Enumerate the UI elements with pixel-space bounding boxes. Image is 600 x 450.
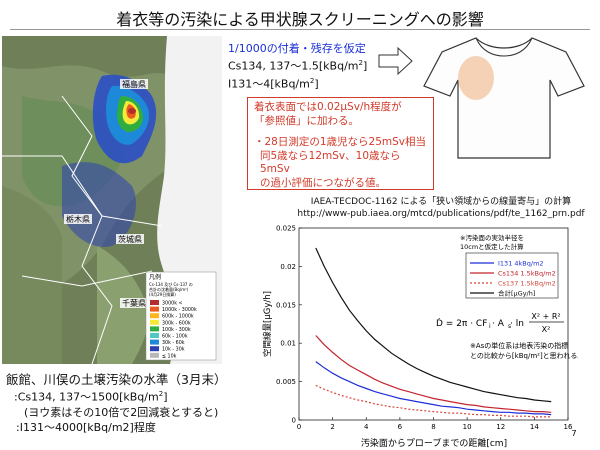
formula-denominator: X² xyxy=(542,325,551,334)
x-tick-label-0: 0 xyxy=(297,423,301,431)
chart-caption: IAEA-TECDOC-1162 による「狭い領域からの線量寄与」の計算 htt… xyxy=(285,196,597,220)
warning-line2: 「参照値」に加わる。 xyxy=(254,114,359,127)
x-tick-label-8: 16 xyxy=(564,423,573,431)
contamination-map: 福島県 栃木県 茨城県 千葉県 凡例 Cs-134 及び Cs-137 の 合計… xyxy=(2,36,222,364)
map-legend-label-4: 100k - 300k xyxy=(162,327,191,333)
right-arrow-icon xyxy=(378,46,413,76)
soil-heading: 飯館、川俣の土壌汚染の水準（3月末） xyxy=(6,372,227,387)
soil-line1: :Cs134, 137〜1500[kBq/m2] xyxy=(14,390,168,404)
map-legend-swatch-7 xyxy=(150,346,159,352)
assumption-line3: I131〜4[kBq/m2] xyxy=(228,76,319,91)
y-tick-label-2: 0.01 xyxy=(280,340,296,348)
x-axis-extra-label: 7 xyxy=(571,429,576,438)
map-legend-label-3: 300k - 600k xyxy=(162,320,191,326)
assumption-line1: 1/1000の付着・残存を仮定 xyxy=(228,42,366,55)
map-legend-swatch-6 xyxy=(150,339,159,345)
map-legend-swatch-3 xyxy=(150,319,159,325)
x-tick-label-3: 6 xyxy=(398,423,403,431)
formula-ln: · ln xyxy=(510,319,524,329)
legend-label-0: I131 4kBq/m2 xyxy=(498,260,544,268)
x-tick-label-4: 8 xyxy=(431,423,435,431)
map-label-tochigi: 栃木県 xyxy=(66,214,90,224)
y-tick-label-1: 0.005 xyxy=(276,378,296,386)
series-line-0 xyxy=(315,361,552,416)
x-tick-label-5: 10 xyxy=(463,423,472,431)
assumption-note: 1/1000の付着・残存を仮定 Cs134, 137〜1.5[kBq/m2] I… xyxy=(228,42,367,91)
warning-line1: 着衣表面では0.02μSv/h程度が xyxy=(254,101,402,113)
map-legend-sub-1: 合計の沈着量(Bq/m²) xyxy=(149,286,189,292)
x-tick-label-6: 12 xyxy=(496,423,505,431)
legend-label-3: 合計[μGy/h] xyxy=(498,289,535,298)
assumption-line2: Cs134, 137〜1.5[kBq/m2] xyxy=(228,59,368,73)
formula-sub-s: s xyxy=(508,323,511,330)
chart-annotation-top-1: 10cmと仮定した計算 xyxy=(460,242,524,251)
map-legend-label-0: 3000k < xyxy=(162,301,183,307)
map-legend-label-7: 10k - 30k xyxy=(162,347,185,353)
map-label-bg xyxy=(120,79,148,89)
soil-contamination-note: 飯館、川俣の土壌汚染の水準（3月末） :Cs134, 137〜1500[kBq/… xyxy=(6,372,226,435)
series-line-1 xyxy=(315,335,552,413)
map-legend-swatch-0 xyxy=(150,300,159,305)
series-line-2 xyxy=(315,384,552,418)
map-legend-swatch-5 xyxy=(150,333,159,338)
map-legend-swatch-4 xyxy=(150,326,159,332)
chart-annotation-bottom-0: ※Asの単位系は地表汚染の指標 xyxy=(470,341,568,350)
y-tick-label-5: 0.025 xyxy=(276,225,296,233)
map-legend-label-5: 60k - 100k xyxy=(162,334,188,340)
warning-line4: 同5歳なら12mSv、10歳なら5mSv xyxy=(260,149,401,176)
map-legend-swatch-8 xyxy=(150,352,159,358)
formula-sub-i: i xyxy=(489,323,491,330)
map-legend-label-1: 1000k - 3000k xyxy=(162,307,197,313)
map-legend-label-2: 600k - 1000k xyxy=(162,314,194,320)
chart-caption-title: IAEA-TECDOC-1162 による「狭い領域からの線量寄与」の計算 xyxy=(310,197,572,207)
y-tick-label-3: 0.015 xyxy=(276,301,296,309)
y-tick-label-4: 0.02 xyxy=(280,263,296,271)
x-tick-label-1: 2 xyxy=(330,423,334,431)
map-legend-label-6: 30k - 60k xyxy=(162,340,185,346)
formula-mid: · A xyxy=(492,319,505,329)
map-legend-sub-0: Cs-134 及び Cs-137 の xyxy=(149,281,193,287)
chart-caption-url: http://www-pub.iaea.org/mtcd/publication… xyxy=(297,209,585,219)
series-line-3 xyxy=(315,247,552,403)
x-axis-label: 汚染面からプローブまでの距離[cm] xyxy=(361,437,507,449)
formula-numerator: X² + R² xyxy=(531,312,560,321)
dose-formula: Ḋ = 2π · CF i · A s · ln X² + R² X² xyxy=(436,312,564,334)
legend-label-2: Cs137 1.5kBq/m2 xyxy=(498,280,556,288)
warning-line5: の過小評価につながる値。 xyxy=(260,176,386,189)
title-divider xyxy=(10,29,590,30)
page-title: 着衣等の汚染による甲状腺スクリーニングへの影響 xyxy=(116,10,484,29)
warning-box: 着衣表面では0.02μSv/h程度が 「参照値」に加わる。 ・28日測定の1歳児… xyxy=(247,97,434,190)
dose-chart: 0 0.005 0.01 0.015 0.02 0.025 0 2 4 6 8 10 12 14 16 空… xyxy=(262,225,578,450)
soil-line2: (ヨウ素はその10倍で2回減衰とすると) xyxy=(24,405,219,419)
map-legend-swatch-2 xyxy=(150,313,159,319)
warning-line3: ・28日測定の1歳児なら25mSv相当 xyxy=(254,136,427,148)
map-legend-swatch-1 xyxy=(150,306,159,312)
map-legend-title: 凡例 xyxy=(149,273,161,281)
map-label-chiba: 千葉県 xyxy=(122,298,146,308)
chart-annotation-top-0: ※汚染面の実効半径を xyxy=(460,233,524,242)
chart-legend xyxy=(465,252,559,299)
x-tick-label-7: 14 xyxy=(530,423,539,431)
soil-line3: :I131〜4000[kBq/m2]程度 xyxy=(16,420,156,434)
map-label-ibaraki: 茨城県 xyxy=(118,234,142,244)
formula-lhs: Ḋ = 2π · CF xyxy=(436,318,487,329)
map-legend-label-8: ≦ 10k xyxy=(162,353,177,359)
map-label-fukushima: 福島県 xyxy=(122,79,146,89)
tshirt-icon xyxy=(423,37,585,159)
chart-annotation-bottom-1: との比較から[kBq/m²]と思われる。 xyxy=(470,351,578,360)
legend-label-1: Cs134 1.5kBq/m2 xyxy=(498,270,556,278)
x-tick-label-2: 4 xyxy=(364,423,369,431)
map-legend-sub-2: (4月29日換算) xyxy=(149,291,176,297)
y-tick-label-0: 0 xyxy=(292,417,296,425)
y-axis-label: 空間線量[μGy/h] xyxy=(262,291,273,357)
